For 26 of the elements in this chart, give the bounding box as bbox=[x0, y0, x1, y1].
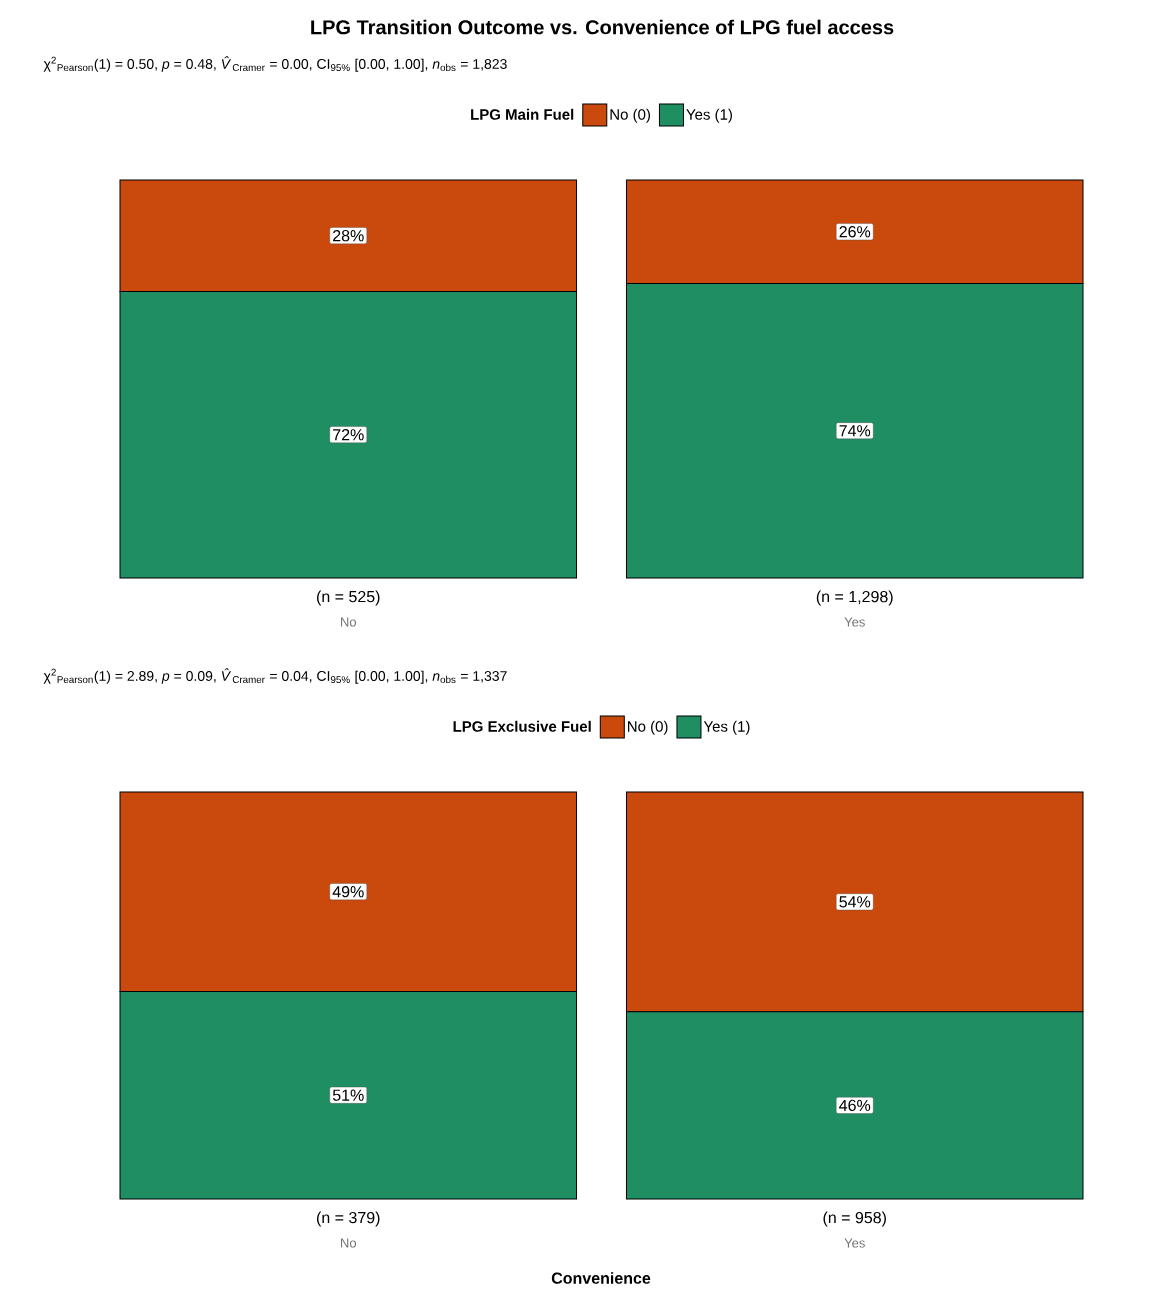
legend-label: Yes (1) bbox=[686, 108, 732, 123]
x-tick-label: No bbox=[341, 1238, 357, 1248]
x-axis-title: Convenience bbox=[551, 1272, 651, 1284]
text: χ$^{2}$$_{Pearson}$(1) = 2.89, p = 0.09, V̂$_{Cramer}$ = 0.04, CI$_{95%}$ [0.00, 1.00], n$_{obs}$ = 1,337 bbox=[43, 668, 507, 684]
legend-title: LPG Exclusive Fuel bbox=[453, 720, 591, 732]
legend-label: Yes (1) bbox=[703, 720, 750, 735]
chart-title: LPG Transition Outcome vs. Convenience of LPG fuel access bbox=[311, 19, 894, 35]
text: (n = 379) bbox=[317, 1211, 380, 1227]
x-tick-label: Yes bbox=[844, 1238, 865, 1248]
x-tick-label: Yes bbox=[844, 617, 865, 627]
text: (n = 525) bbox=[317, 590, 380, 606]
data-label: 74% bbox=[839, 425, 871, 437]
text: χ$^{2}$$_{Pearson}$(1) = 0.50, p = 0.48, V̂$_{Cramer}$ = 0.00, CI$_{95%}$ [0.00, 1.00], n$_{obs}$ = 1,823 bbox=[43, 56, 507, 72]
legend-label: No (0) bbox=[628, 720, 668, 735]
data-label: 46% bbox=[839, 1099, 871, 1112]
text: (n = 958) bbox=[823, 1211, 886, 1227]
data-label: 54% bbox=[839, 896, 871, 908]
data-label: 51% bbox=[332, 1089, 364, 1101]
legend-title: LPG Main Fuel bbox=[471, 108, 574, 120]
x-tick-label: No bbox=[341, 617, 357, 627]
text: (n = 1,298) bbox=[816, 590, 893, 606]
legend-label: No (0) bbox=[610, 108, 650, 123]
data-label: 49% bbox=[332, 886, 364, 898]
data-label: 28% bbox=[333, 230, 364, 242]
data-label: 26% bbox=[839, 226, 871, 238]
data-label: 72% bbox=[333, 429, 364, 441]
